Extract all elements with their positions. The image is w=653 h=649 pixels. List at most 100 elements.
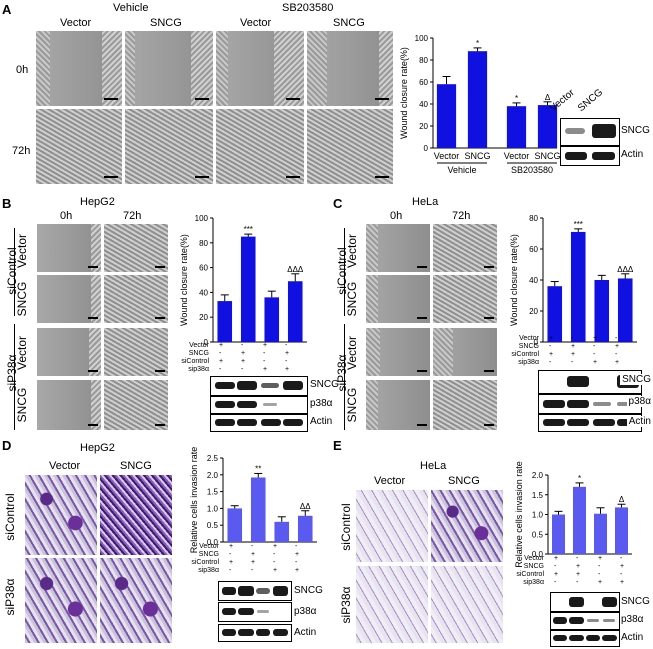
significance-label: *** [574,220,583,229]
y-tick-label: 80 [419,56,428,65]
y-tick-label: 0.5 [532,530,544,539]
treatment-label: sip38α [188,366,209,373]
treatment-sign: - [295,559,298,566]
y-tick-label: 40 [199,288,208,297]
panel-d-row-1: siControl [3,493,17,541]
wound-image [216,31,304,106]
treatment-sign: + [229,543,234,550]
blot-b-actin [210,414,308,432]
wound-image [125,109,213,184]
treatment-label: sip38α [198,567,219,574]
treatment-sign: + [615,359,620,366]
wound-image [104,328,168,376]
bar [593,513,608,554]
bar [547,286,563,342]
treatment-sign: - [251,567,254,574]
blot-c-actin [538,414,642,432]
bar [287,281,303,342]
treatment-sign: - [229,567,232,574]
invasion-image [431,566,503,643]
wound-image [366,275,430,323]
treat-table-e: Vector + - + - SNCG - + - + siControl + + - - sip38α - - +… [510,555,640,591]
panel-a-col-2: SNCG [150,17,182,29]
treatment-sign: + [620,579,625,586]
blot-e-sncg [550,592,620,612]
treatment-label: Vector [524,555,544,562]
blot-c-row-p38: p38α [626,396,651,407]
panel-c-time-0: 0h [390,210,403,222]
treatment-sign: - [285,358,288,365]
y-tick-label: 60 [419,78,428,87]
y-tick-label: 40 [419,100,428,109]
bar [467,51,488,149]
wound-image [37,224,101,272]
panel-c-title: HeLa [412,196,439,208]
panel-c-time-72: 72h [452,210,471,222]
blot-e-actin [550,630,620,647]
significance-label: ΔΔΔ [617,265,634,274]
chart-c-svg: 0 20 40 60 80 Wound closure rate(%) *** ΔΔΔ [509,214,637,347]
treatment-sign: - [554,579,557,586]
chart-b-svg: 0 20 40 60 80 100 Wound closure rate(%) *** ΔΔΔ [179,214,307,347]
treatment-sign: + [549,351,554,358]
treatment-sign: - [241,366,244,373]
bar [617,278,633,342]
treatment-label: sip38α [518,359,539,366]
blot-c-row-actin: Actin [626,416,651,427]
blot-b-sncg [210,376,308,396]
bar [572,486,587,554]
treatment-sign: + [219,342,224,349]
treatment-sign: - [576,579,579,586]
wound-image [366,380,430,430]
wound-image [104,380,168,430]
blot-c-row-sncg: SNCG [620,374,651,385]
treatment-sign: + [241,350,246,357]
panel-c-row-1: Vector [345,233,359,269]
blot-a-lane-2: SNCG [575,86,606,114]
treatment-sign: - [571,335,574,342]
y-axis-label: Wound closure rate(%) [179,234,189,326]
blot-d-row-actin: Actin [294,627,317,638]
treatment-sign: - [219,366,222,373]
treatment-sign: - [620,555,623,562]
blot-b-row-actin: Actin [310,416,333,427]
treatment-sign: - [598,563,601,570]
y-tick-label: 0 [424,144,429,153]
panel-e-col-1: Vector [374,475,406,487]
treatment-sign: - [263,350,266,357]
panel-b-title: HepG2 [80,196,115,208]
treatment-sign: + [295,551,300,558]
wound-image [125,31,213,106]
panel-b-row-1: Vector [15,233,29,269]
blot-b-row-sncg: SNCG [310,379,339,390]
bar [297,515,313,542]
y-axis-label: Wound closure rate(%) [509,234,519,326]
treatment-label: SNCG [523,563,544,570]
treatment-sign: + [273,567,278,574]
panel-e-row-1: siControl [339,503,353,551]
panel-b-row-4: SNCG [15,387,29,423]
y-tick-label: 40 [529,276,538,285]
bar [240,236,256,342]
y-tick-label: 0 [534,338,539,347]
treatment-sign: + [229,559,234,566]
y-axis-label: Relative cells invasion rate [514,461,524,568]
y-tick-label: 0.0 [532,550,544,559]
group-label: SB203580 [511,165,553,175]
blot-d-p38 [218,602,292,622]
treatment-sign: + [263,366,268,373]
blot-a-row-actin: Actin [621,149,644,160]
bar [570,231,586,342]
blot-a-actin [560,146,620,166]
y-tick-label: 1.0 [207,504,219,513]
treatment-sign: - [576,555,579,562]
y-tick-label: 20 [529,307,538,316]
treatment-sign: - [263,358,266,365]
treatment-sign: - [285,342,288,349]
treatment-sign: - [571,359,574,366]
significance-label: ΔΔΔ [287,265,304,274]
invasion-image [356,566,428,643]
wound-image [433,380,497,430]
panel-e-row-2: siP38α [339,586,353,624]
wound-image [37,328,101,376]
